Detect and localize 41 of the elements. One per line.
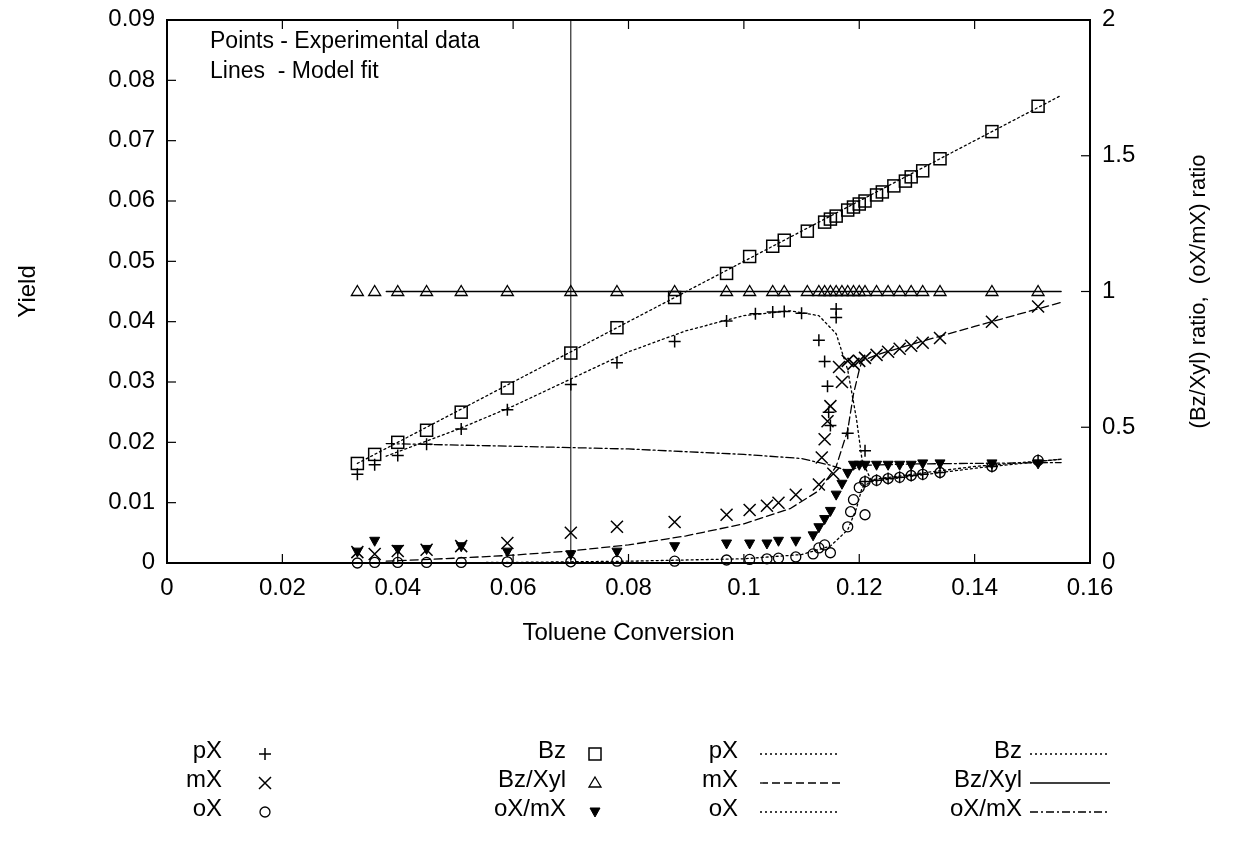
- legend-label: Bz: [993, 736, 1022, 764]
- y2-tick-label: 2: [1102, 4, 1116, 32]
- y-tick-label: 0.01: [108, 487, 155, 515]
- y-tick-label: 0.08: [108, 64, 155, 92]
- legend-label: Bz/Xyl: [497, 765, 566, 793]
- y2-axis-title: (Bz/Xyl) ratio, (oX/mX) ratio: [1185, 154, 1210, 429]
- y-tick-label: 0.04: [108, 306, 155, 334]
- x-tick-label: 0.14: [951, 573, 998, 600]
- legend-label: oX: [708, 794, 738, 822]
- legend-label: oX/mX: [493, 794, 566, 822]
- y-tick-label: 0: [141, 547, 155, 575]
- legend-label: pX: [192, 736, 222, 764]
- y2-tick-label: 1: [1102, 275, 1116, 303]
- annotation: Points - Experimental data: [210, 27, 480, 53]
- x-tick-label: 0.16: [1066, 573, 1114, 600]
- x-tick-label: 0.04: [374, 573, 422, 600]
- legend-label: oX/mX: [949, 794, 1022, 822]
- y-tick-label: 0.05: [108, 245, 155, 273]
- legend-label: Bz/Xyl: [953, 765, 1022, 793]
- legend-label: pX: [708, 736, 738, 764]
- legend-label: mX: [186, 765, 222, 793]
- y2-tick-label: 1.5: [1102, 140, 1136, 168]
- y-tick-label: 0.03: [108, 366, 155, 394]
- x-tick-label: 0.08: [605, 573, 652, 600]
- x-axis-title: Toluene Conversion: [522, 618, 735, 645]
- y-tick-label: 0.06: [108, 185, 155, 213]
- y-axis-title: Yield: [13, 265, 40, 318]
- y-tick-label: 0.09: [108, 4, 155, 32]
- legend-label: Bz: [537, 736, 566, 764]
- y-tick-label: 0.02: [108, 426, 155, 454]
- x-tick-label: 0: [160, 573, 174, 600]
- annotation: Lines - Model fit: [210, 57, 380, 83]
- y2-tick-label: 0: [1102, 547, 1116, 575]
- x-tick-label: 0.06: [489, 573, 537, 600]
- legend-label: mX: [702, 765, 738, 793]
- y2-tick-label: 0.5: [1102, 411, 1136, 439]
- legend-label: oX: [192, 794, 222, 822]
- y-tick-label: 0.07: [108, 125, 155, 153]
- x-tick-label: 0.02: [259, 573, 306, 600]
- x-tick-label: 0.1: [727, 573, 761, 600]
- x-tick-label: 0.12: [835, 573, 883, 600]
